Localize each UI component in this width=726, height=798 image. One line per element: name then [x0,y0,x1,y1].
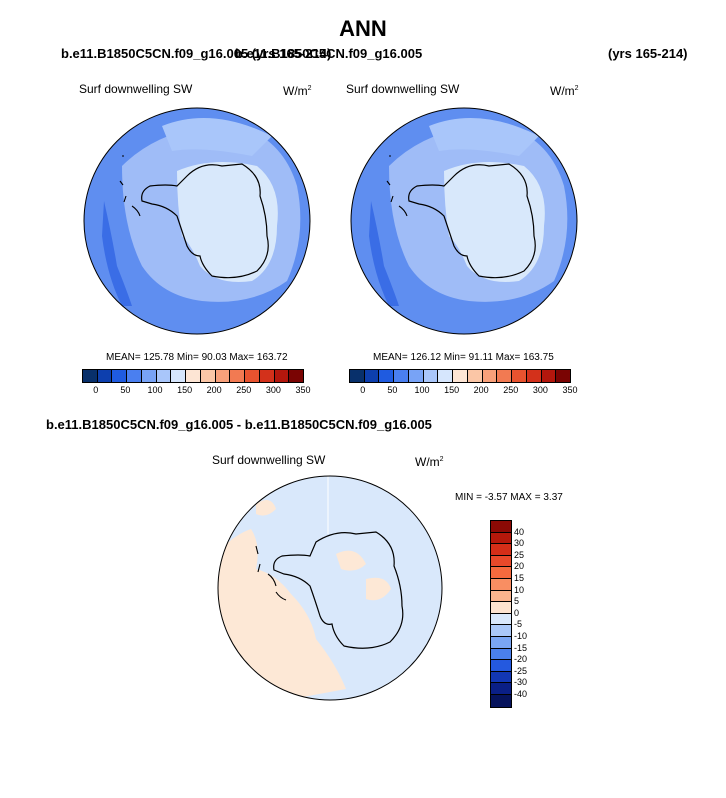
diff-colorbar-swatch [491,683,511,695]
diff-colorbar-swatch [491,694,511,707]
colorbar-swatch [186,370,201,382]
diff-colorbar-label: -20 [514,654,528,665]
colorbar-tick-label: 100 [147,385,163,395]
left-case-title: b.e11.B1850C5CN.f09_g16.005 (yrs 165-214… [61,46,332,61]
colorbar-tick-label: 200 [473,385,489,395]
diff-colorbar-swatch [491,602,511,614]
diff-colorbar-label: 40 [514,526,525,537]
colorbar-swatch [230,370,246,382]
diff-colorbar-swatch [491,648,511,661]
diff-colorbar-label: -40 [514,689,528,699]
colorbar-swatch [259,370,275,382]
colorbar-swatch [156,370,172,382]
colorbar-tick-label: 150 [444,385,460,395]
page-title: ANN [339,16,387,41]
colorbar-tick-label: 250 [236,385,252,395]
colorbar-swatch [245,370,260,382]
diff-case-title: b.e11.B1850C5CN.f09_g16.005 - b.e11.B185… [46,417,432,432]
left-polar-map [83,107,311,335]
diff-colorbar-swatch [491,567,511,579]
colorbar-tick-label: 100 [414,385,430,395]
diff-colorbar-label: 30 [514,538,525,549]
right-variable-label: Surf downwelling SW [346,82,460,96]
colorbar-swatch [438,370,454,382]
colorbar-swatch [112,370,128,382]
colorbar-swatch [350,370,365,382]
diff-colorbar-swatch [491,660,511,672]
diff-colorbar-label: -15 [514,642,528,653]
right-case-title: b.e11.B1850C5CN.f09_g16.005 [235,46,423,61]
diff-colorbar-label: -5 [514,619,523,630]
left-variable-label: Surf downwelling SW [79,82,193,96]
colorbar-swatch [274,370,290,382]
diff-units-label: W/m2 [415,455,444,469]
colorbar-swatch [526,370,542,382]
left-units-label: W/m2 [283,84,312,98]
colorbar-swatch [394,370,409,382]
colorbar-tick-label: 300 [532,385,548,395]
diff-colorbar-label: 15 [514,573,525,583]
colorbar-swatch [289,370,304,382]
colorbar-tick-label: 300 [265,385,281,395]
diff-colorbar-swatch [491,671,511,684]
colorbar-swatch [408,370,424,382]
colorbar-swatch [364,370,380,382]
diff-colorbar-swatch [491,544,511,556]
diff-colorbar-label: -10 [514,631,528,641]
colorbar-tick-label: 0 [93,385,99,395]
diff-colorbar-label: 5 [514,596,520,607]
colorbar-swatch [127,370,142,382]
colorbar-swatch [97,370,113,382]
colorbar-tick-label: 0 [360,385,366,395]
diff-colorbar-label: -25 [514,665,528,676]
diff-colorbar-swatch [491,625,511,637]
colorbar-swatch [467,370,483,382]
right-case-years: (yrs 165-214) [608,46,688,61]
left-stats: MEAN= 125.78 Min= 90.03 Max= 163.72 [106,352,288,363]
diff-colorbar-swatch [491,636,511,649]
diff-polar-map [217,475,443,701]
diff-colorbar-swatch [491,578,511,591]
diff-colorbar-swatch [491,590,511,603]
diff-colorbar-labels: 40 30 25 20 15 10 5 0 -5 -10 -15 -20 -25 -30 -40 [514,520,538,706]
colorbar-swatch [171,370,187,382]
colorbar-swatch [453,370,468,382]
colorbar-swatch [83,370,98,382]
diff-colorbar-label: 20 [514,561,525,572]
colorbar-swatch [200,370,216,382]
left-colorbar: 0 50 100 150 200 250 300 350 [82,369,311,395]
colorbar-swatch [423,370,439,382]
right-stats: MEAN= 126.12 Min= 91.11 Max= 163.75 [373,352,554,363]
diff-colorbar-label: 25 [514,549,525,560]
colorbar-swatch [541,370,557,382]
colorbar-tick-label: 50 [120,385,131,395]
diff-colorbar-label: 0 [514,607,520,618]
diff-colorbar-swatch [491,532,511,545]
colorbar-swatch [379,370,395,382]
right-units-label: W/m2 [550,84,579,98]
diff-colorbar-label: 10 [514,584,525,595]
colorbar-tick-label: 50 [387,385,398,395]
diff-stats: MIN = -3.57 MAX = 3.37 [455,492,563,503]
colorbar-swatch [482,370,498,382]
diff-colorbar-label: -30 [514,677,528,688]
colorbar-tick-label: 350 [562,385,578,395]
diff-colorbar-swatch [491,521,511,533]
colorbar-tick-label: 150 [177,385,193,395]
colorbar-tick-label: 250 [503,385,519,395]
diff-colorbar-swatch [491,613,511,626]
diff-variable-label: Surf downwelling SW [212,453,326,467]
diff-colorbar [490,520,512,708]
right-colorbar: 0 50 100 150 200 250 300 350 [349,369,578,395]
colorbar-swatch [141,370,157,382]
colorbar-swatch [512,370,527,382]
colorbar-swatch [215,370,231,382]
colorbar-swatch [497,370,513,382]
colorbar-tick-label: 350 [295,385,311,395]
colorbar-tick-label: 200 [206,385,222,395]
colorbar-swatch [556,370,571,382]
right-polar-map [350,107,578,335]
diff-colorbar-swatch [491,555,511,568]
